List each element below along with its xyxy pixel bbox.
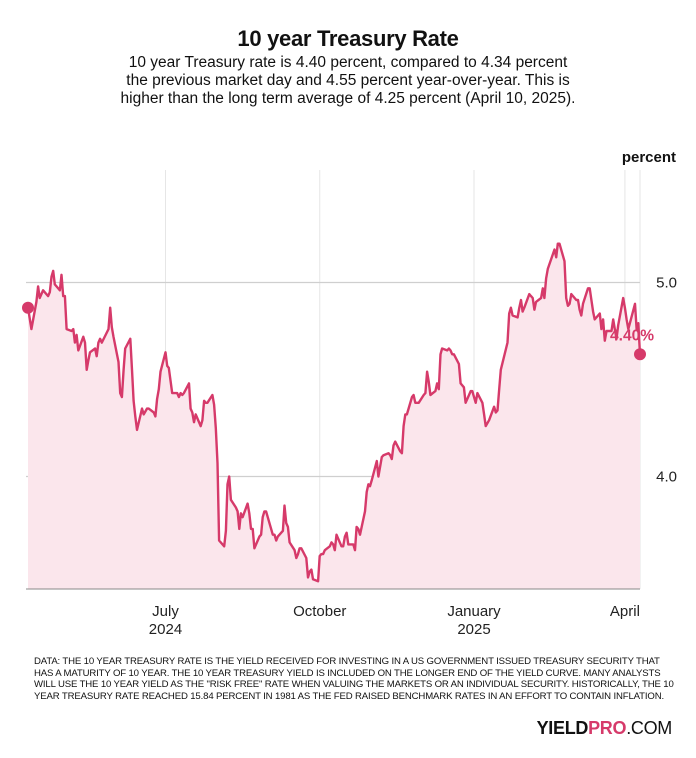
start-point-marker	[22, 301, 34, 314]
y-tick-label: 4.0	[656, 468, 677, 485]
brand-domain: .COM	[626, 718, 672, 738]
end-point-marker	[634, 348, 646, 361]
brand-yield: YIELD	[536, 718, 589, 738]
x-tick-label: 2025	[457, 621, 490, 638]
brand-logo[interactable]: YIELDPRO.COM	[536, 718, 673, 739]
y-axis-label: percent	[622, 149, 676, 166]
chart-subtitle: 10 year Treasury rate is 4.40 percent, c…	[120, 54, 576, 107]
current-value-label: 4.40%	[610, 327, 654, 344]
x-tick-label: 2024	[149, 621, 182, 638]
x-tick-label: July	[152, 603, 179, 620]
rate-line	[26, 242, 642, 583]
x-tick-label: October	[293, 603, 346, 620]
x-tick-label: January	[447, 603, 501, 620]
y-axis-ticks: 4.0 5.0	[656, 275, 677, 486]
brand-pro: PRO	[588, 718, 627, 738]
chart-title: 10 year Treasury Rate	[237, 26, 459, 51]
y-tick-label: 5.0	[656, 275, 677, 292]
x-tick-label: April	[610, 603, 640, 620]
rate-area-fill	[28, 243, 640, 589]
data-footnote: Data: The 10 year treasury rate is the y…	[34, 656, 674, 702]
